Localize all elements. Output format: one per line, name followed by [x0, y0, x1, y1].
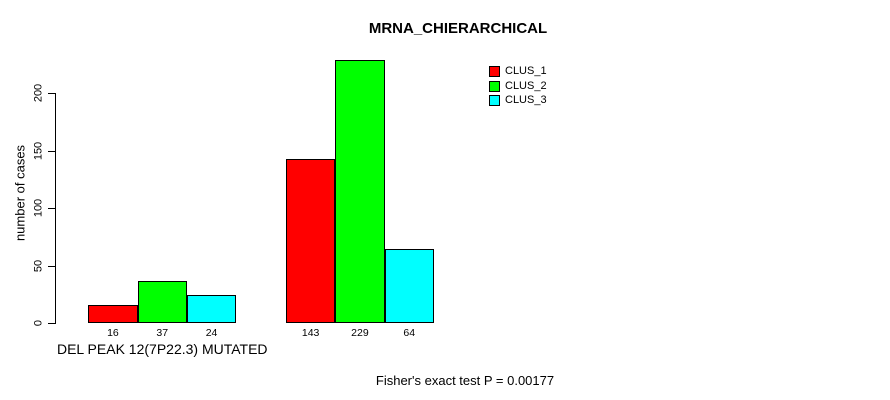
- legend-label-clus_3: CLUS_3: [505, 94, 547, 107]
- bar-value-label: 37: [156, 327, 169, 339]
- bar-value-label: 143: [301, 327, 320, 339]
- y-tick-mark: [48, 208, 55, 210]
- x-group-label: DEL PEAK 12(7P22.3) MUTATED: [56, 341, 268, 357]
- bar-value-label: 229: [351, 327, 369, 339]
- y-tick-label: 50: [32, 259, 45, 272]
- legend-label-clus_2: CLUS_2: [505, 79, 547, 92]
- y-tick-label: 0: [32, 319, 45, 327]
- y-tick-mark: [48, 323, 55, 324]
- y-axis-label: number of cases: [12, 144, 28, 242]
- bar-clus_3-group0: [186, 295, 237, 323]
- y-tick-mark: [48, 265, 55, 267]
- bar-value-label: 24: [205, 327, 218, 339]
- y-tick-mark: [48, 93, 55, 95]
- bar-clus_2-group1: [335, 59, 385, 323]
- annotation-fisher-test: Fisher's exact test P = 0.00177: [375, 373, 555, 388]
- bar-value-label: 16: [107, 327, 119, 339]
- bar-clus_1-group1: [286, 158, 336, 323]
- bar-clus_1-group0: [88, 304, 138, 323]
- legend-swatch-clus_3: [489, 95, 500, 107]
- y-tick-label: 200: [32, 84, 45, 103]
- legend-label-clus_1: CLUS_1: [505, 65, 547, 77]
- legend-swatch-clus_2: [489, 80, 500, 92]
- y-tick-mark: [48, 150, 55, 152]
- chart-title: MRNA_CHIERARCHICAL: [368, 20, 548, 37]
- bar-clus_3-group1: [384, 249, 434, 323]
- y-tick-label: 150: [32, 141, 45, 160]
- bar-value-label: 64: [403, 327, 416, 339]
- legend-swatch-clus_1: [489, 66, 500, 77]
- y-tick-label: 100: [32, 198, 45, 218]
- bar-clus_2-group0: [137, 280, 187, 323]
- y-axis-line: [55, 93, 56, 324]
